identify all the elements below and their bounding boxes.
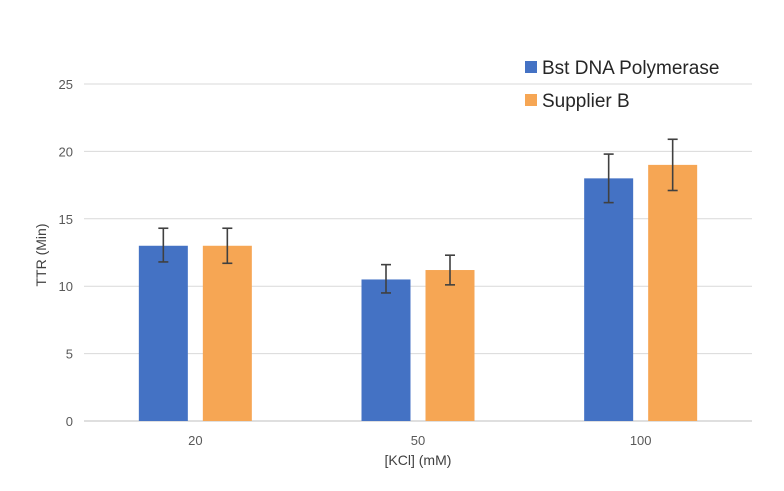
legend: Bst DNA Polymerase Supplier B [525, 58, 719, 112]
y-tick-label-0: 0 [66, 414, 73, 429]
x-tick-label-50: 50 [411, 433, 425, 448]
y-tick-label-25: 25 [59, 77, 73, 92]
bar-supplier-b-20 [202, 245, 252, 421]
error-bars [158, 138, 678, 294]
gridlines [84, 83, 752, 422]
error-bar-supplier-b-100 [667, 138, 678, 192]
error-bar-bst-dna-polymerase-50 [381, 263, 391, 294]
legend-label-supplier-b: Supplier B [542, 91, 630, 112]
legend-swatch-bst-dna-polymerase [525, 61, 537, 73]
bars [138, 164, 698, 421]
error-bar-bst-dna-polymerase-100 [603, 153, 614, 204]
bar-bst-dna-polymerase-20 [138, 245, 188, 421]
legend-swatch-supplier-b [525, 94, 537, 106]
y-tick-labels: 0 5 10 15 20 25 [59, 77, 73, 429]
x-axis-title: [KCl] (mM) [385, 452, 452, 468]
y-tick-label-10: 10 [59, 279, 73, 294]
y-tick-label-5: 5 [66, 347, 73, 362]
bar-supplier-b-50 [425, 270, 475, 421]
bar-supplier-b-100 [648, 164, 698, 421]
error-bar-bst-dna-polymerase-20 [158, 227, 169, 263]
error-bar-supplier-b-20 [222, 227, 233, 265]
y-axis-title: TTR (Min) [33, 224, 49, 287]
x-tick-label-20: 20 [188, 433, 202, 448]
bar-bst-dna-polymerase-100 [584, 178, 634, 421]
y-tick-label-15: 15 [59, 212, 73, 227]
error-bar-supplier-b-50 [445, 254, 455, 286]
legend-label-bst-dna-polymerase: Bst DNA Polymerase [542, 58, 719, 79]
y-tick-label-20: 20 [59, 144, 73, 159]
bar-bst-dna-polymerase-50 [361, 279, 411, 421]
x-tick-labels: 20 50 100 [188, 433, 651, 448]
x-tick-label-100: 100 [630, 433, 652, 448]
